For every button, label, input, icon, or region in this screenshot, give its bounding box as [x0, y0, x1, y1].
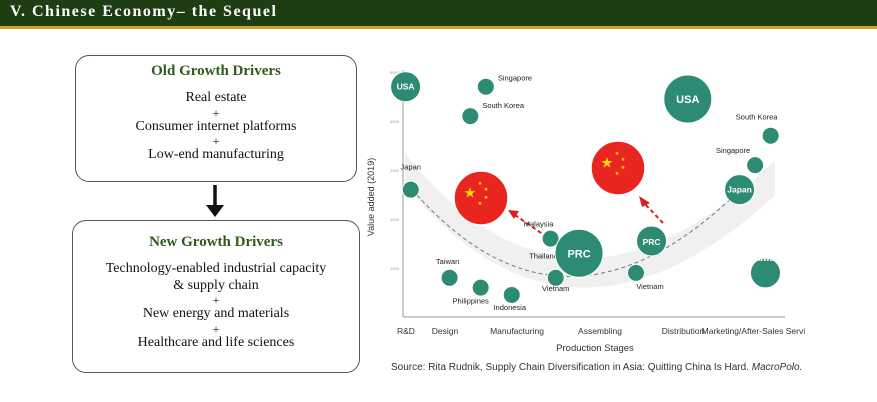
old-drivers-title: Old Growth Drivers: [151, 63, 281, 79]
y-tick-label: 3000: [390, 168, 400, 173]
bubble-marker: [749, 257, 781, 289]
arrow-line: [643, 202, 664, 224]
bubble-marker: [663, 74, 713, 124]
bubble-label: Japan: [727, 185, 752, 195]
bubble-marker: [636, 225, 668, 257]
bubble-marker: [761, 126, 780, 145]
old-drivers-box: Old Growth Drivers Real estate + Consume…: [75, 55, 357, 182]
bubble-marker: [502, 285, 521, 304]
curve-band: [405, 153, 775, 288]
y-axis-label: Value added (2019): [366, 158, 376, 236]
source-note: Source: Rita Rudnik, Supply Chain Divers…: [391, 362, 802, 373]
bubble-marker: [401, 180, 420, 199]
svg-text:★: ★: [621, 165, 626, 171]
y-tick-label: 4000: [390, 119, 400, 124]
x-axis-label: Production Stages: [556, 343, 634, 354]
old-driver-item: Consumer internet platforms: [135, 118, 297, 134]
bubble-label: USA: [397, 82, 415, 92]
old-driver-item: Real estate: [185, 90, 247, 105]
bubble-label: USA: [676, 94, 699, 106]
svg-text:★: ★: [621, 157, 626, 163]
svg-text:★: ★: [601, 155, 614, 171]
new-driver-item: New energy and materials: [142, 306, 290, 321]
bubble-label: PRC: [643, 237, 661, 247]
x-tick-label: Distribution: [662, 326, 705, 336]
plus-sign: +: [212, 293, 220, 307]
bubble-label: Taiwan: [751, 253, 779, 263]
bubble-label: Japan: [401, 163, 421, 172]
bubble-marker: [541, 229, 560, 248]
title-bar: V. Chinese Economy– the Sequel: [0, 0, 877, 29]
x-tick-label: R&D: [397, 326, 415, 336]
bubble-marker: [554, 228, 604, 278]
china-flag-icon: ★★★★★: [453, 170, 509, 226]
svg-text:★: ★: [615, 171, 620, 177]
svg-text:★: ★: [478, 201, 483, 207]
bubble-marker: [546, 268, 565, 287]
bubble-label: South Korea: [482, 101, 525, 110]
plus-sign: +: [212, 321, 220, 336]
bubble-label: Singapore: [716, 146, 750, 155]
bubble-marker: [627, 263, 646, 282]
bubble-marker: [461, 107, 480, 126]
bubble-marker: [390, 71, 422, 103]
source-text: Source: Rita Rudnik, Supply Chain Divers…: [391, 362, 752, 373]
bubble-label: Singapore: [498, 74, 532, 83]
bubble-marker: [471, 278, 490, 297]
bubble-label: Vietnam: [636, 282, 663, 291]
bubble-label: Indonesia: [493, 303, 526, 312]
x-tick-label: Manufacturing: [490, 326, 544, 336]
bubble-label: Malaysia: [524, 220, 554, 229]
bubble-label: Vietnam: [542, 284, 569, 293]
arrow-head-icon: [639, 196, 650, 207]
bubble-label: Thailand: [529, 252, 558, 261]
bubble-label: South Korea: [736, 113, 779, 122]
new-driver-item: & supply chain: [173, 277, 259, 293]
old-driver-item: Low-end manufacturing: [148, 147, 284, 162]
bubble-label: PRC: [567, 248, 590, 260]
bubble-label: Philippines: [453, 297, 490, 306]
bubble-marker: [440, 268, 459, 287]
svg-text:★: ★: [464, 185, 477, 201]
bubble-marker: [746, 156, 765, 175]
y-tick-label: 5000: [390, 70, 400, 75]
bubble-label: Taiwan: [436, 257, 459, 266]
svg-text:★: ★: [478, 181, 483, 187]
y-tick-label: 2000: [390, 217, 400, 222]
arrow-head-icon: [508, 210, 519, 219]
new-driver-item: Healthcare and life sciences: [137, 334, 295, 350]
x-tick-label: Assembling: [578, 326, 622, 336]
x-tick-label: Design: [432, 326, 459, 336]
plus-sign: +: [212, 105, 220, 120]
source-publisher: MacroPolo.: [751, 362, 803, 373]
new-driver-item: Technology-enabled industrial capacity: [105, 261, 327, 276]
y-tick-label: 1000: [390, 266, 400, 271]
plus-sign: +: [212, 134, 220, 148]
bubble-marker: [724, 174, 756, 206]
new-drivers-box: New Growth Drivers Technology-enabled in…: [72, 220, 360, 373]
svg-text:★: ★: [484, 187, 489, 193]
china-flag-icon: ★★★★★: [590, 140, 646, 196]
slide-title: V. Chinese Economy– the Sequel: [10, 3, 278, 20]
new-drivers-title: New Growth Drivers: [149, 234, 283, 250]
svg-text:★: ★: [484, 195, 489, 201]
smile-curve-chart: 1000 2000 3000 4000 5000 Value added (2019) R&…: [366, 70, 805, 354]
down-arrow-icon: [206, 185, 224, 217]
svg-text:★: ★: [615, 151, 620, 157]
bubble-marker: [476, 77, 495, 96]
x-tick-label: Marketing/After-Sales Services: [702, 326, 805, 336]
